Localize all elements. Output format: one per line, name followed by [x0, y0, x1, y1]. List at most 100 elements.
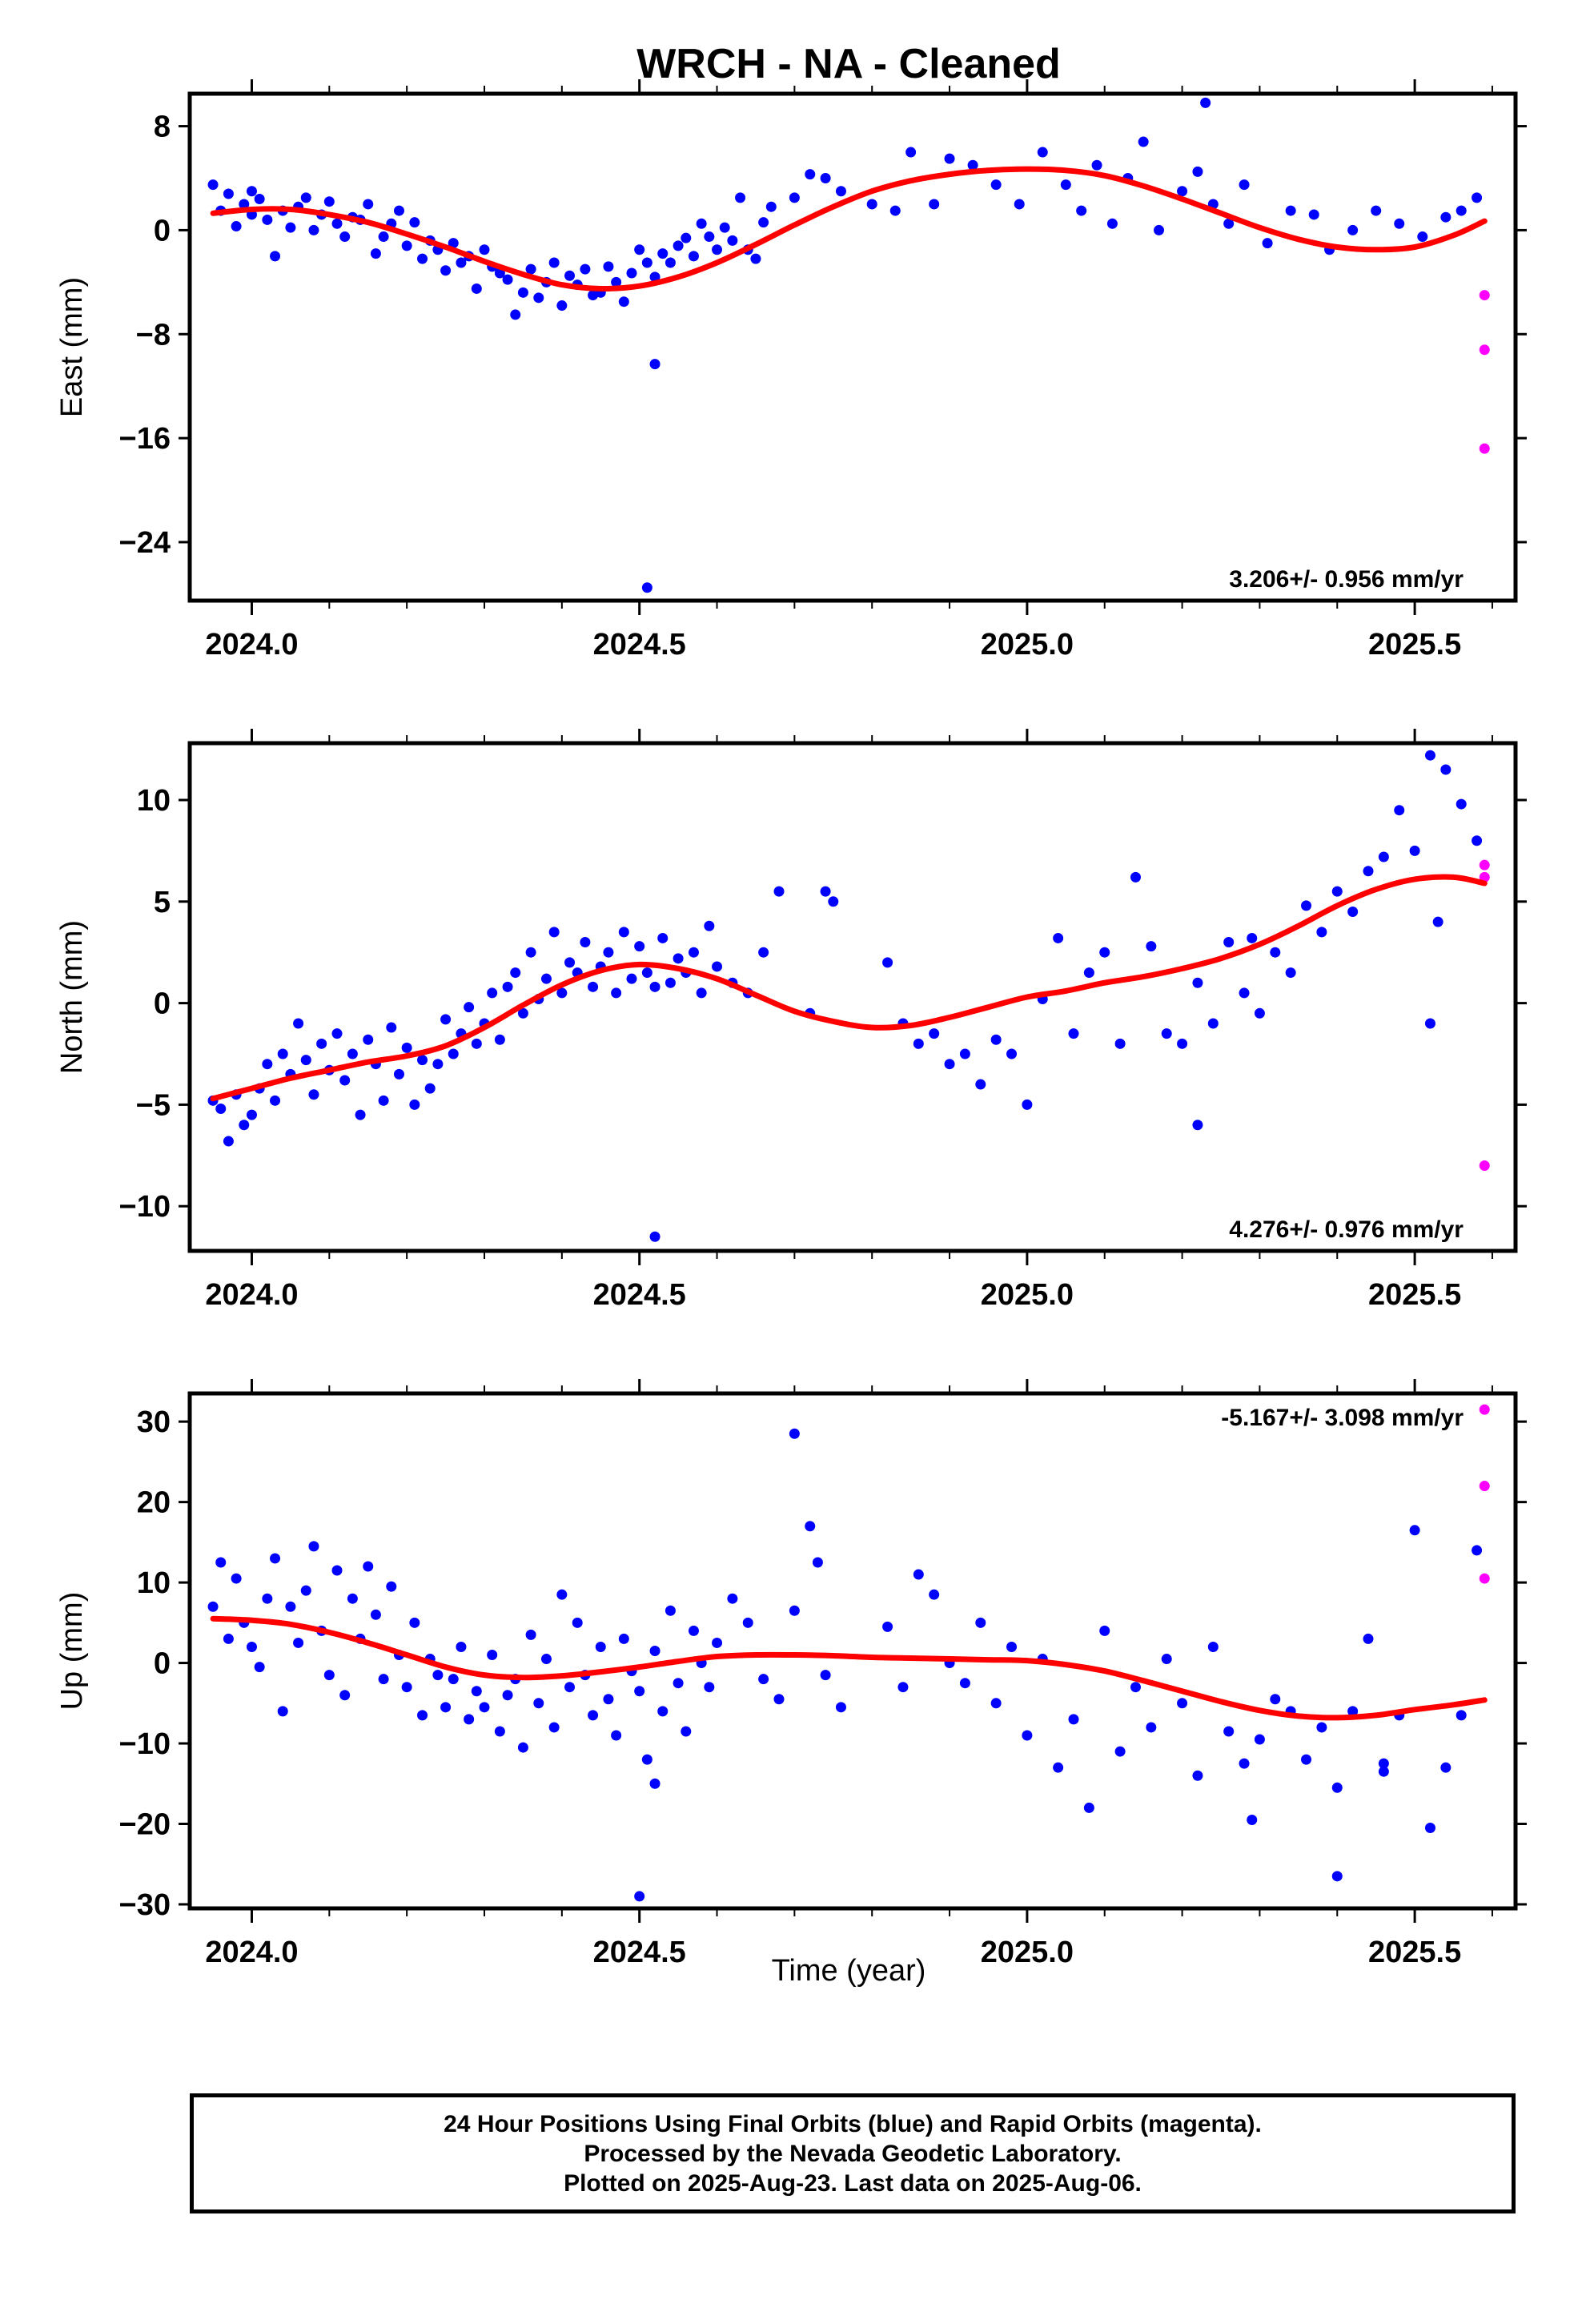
final-orbit-point	[1378, 1758, 1389, 1769]
final-orbit-point	[990, 179, 1002, 191]
final-orbit-point	[1378, 851, 1389, 862]
final-orbit-point	[611, 1730, 622, 1741]
final-orbit-point	[967, 159, 978, 171]
final-orbit-point	[688, 947, 699, 958]
x-tick-label: 2024.0	[205, 628, 298, 661]
final-orbit-point	[1154, 224, 1165, 235]
y-tick-label: 20	[137, 1486, 171, 1520]
final-orbit-point	[1316, 927, 1327, 938]
final-orbit-point	[618, 296, 629, 308]
x-tick-label: 2025.0	[981, 628, 1074, 661]
final-orbit-point	[401, 240, 412, 251]
final-orbit-point	[758, 217, 769, 228]
x-tick-label: 2024.0	[205, 1278, 298, 1312]
final-orbit-point	[929, 1589, 940, 1600]
final-orbit-point	[502, 1690, 513, 1701]
final-orbit-point	[1285, 205, 1296, 216]
rapid-orbit-point	[1479, 1481, 1490, 1492]
final-orbit-point	[1285, 967, 1296, 979]
final-orbit-point	[308, 1089, 319, 1100]
final-orbit-point	[641, 257, 652, 268]
final-orbit-point	[556, 987, 568, 999]
y-tick-label: 8	[154, 111, 171, 144]
final-orbit-point	[262, 214, 273, 225]
y-tick-label: −30	[119, 1888, 171, 1922]
final-orbit-point	[1106, 218, 1118, 229]
final-orbit-point	[618, 927, 629, 938]
final-orbit-point	[572, 1617, 583, 1628]
y-tick-label: −16	[119, 422, 171, 456]
panels: 8 0 −8 −16 −24 2024.0 2024.5 2025.0 2025.5 East (…	[55, 79, 1527, 1969]
y-tick-label: 0	[154, 214, 171, 247]
final-orbit-point	[231, 221, 242, 232]
final-orbit-point	[207, 1601, 219, 1612]
final-orbit-point	[835, 186, 846, 197]
final-orbit-point	[432, 1059, 444, 1070]
final-orbit-point	[1417, 231, 1428, 243]
y-tick-label: −24	[119, 526, 171, 560]
final-orbit-point	[1378, 1766, 1389, 1777]
final-orbit-point	[339, 1075, 351, 1086]
y-tick-label: 10	[137, 784, 171, 818]
final-orbit-point	[471, 1038, 482, 1049]
final-orbit-point	[657, 932, 669, 943]
final-orbit-point	[1207, 1018, 1219, 1029]
final-orbit-point	[595, 1641, 606, 1652]
final-orbit-point	[634, 1686, 645, 1697]
final-orbit-point	[1239, 987, 1250, 999]
rapid-orbit-point	[1479, 443, 1490, 454]
final-orbit-point	[696, 987, 707, 999]
final-orbit-point	[1223, 1726, 1235, 1737]
final-orbit-point	[1192, 1120, 1203, 1131]
fit-curve-north	[210, 874, 1488, 1102]
final-orbit-point	[1022, 1730, 1033, 1741]
final-orbit-point	[293, 1637, 304, 1648]
final-orbit-point	[1301, 900, 1312, 911]
final-orbit-point	[866, 199, 877, 210]
data-east	[207, 97, 1490, 593]
fit-curve-east	[210, 166, 1488, 292]
final-orbit-point	[323, 196, 335, 207]
final-orbit-point	[1432, 916, 1443, 927]
final-orbit-point	[727, 1593, 738, 1604]
final-orbit-point	[1456, 205, 1467, 216]
final-orbit-point	[246, 186, 257, 197]
final-orbit-point	[704, 231, 715, 243]
x-axis-label: Time (year)	[772, 1954, 926, 1988]
final-orbit-point	[1440, 211, 1452, 223]
data-up	[207, 1404, 1490, 1902]
y-tick-label: −10	[119, 1190, 171, 1224]
final-orbit-point	[1207, 1641, 1219, 1652]
panel-up: 30 20 10 0 −10 −20 −30 2024.0 2024.5 2025.0 2025.5…	[55, 1379, 1527, 1969]
final-orbit-point	[1440, 764, 1452, 775]
x-tick-label: 2024.5	[593, 628, 686, 661]
final-orbit-point	[533, 292, 544, 304]
final-orbit-point	[704, 920, 715, 931]
final-orbit-point	[1146, 941, 1157, 952]
final-orbit-point	[704, 1682, 715, 1693]
final-orbit-point	[665, 977, 676, 988]
final-orbit-point	[262, 1059, 273, 1070]
x-tick-label: 2025.0	[981, 1278, 1074, 1312]
final-orbit-point	[742, 1617, 753, 1628]
final-orbit-point	[1270, 947, 1281, 958]
final-orbit-point	[805, 1521, 816, 1532]
final-orbit-point	[1247, 932, 1258, 943]
final-orbit-point	[1161, 1654, 1172, 1665]
final-orbit-point	[525, 947, 536, 958]
final-orbit-point	[758, 1674, 769, 1685]
final-orbit-point	[409, 217, 420, 228]
final-orbit-point	[1316, 1722, 1327, 1733]
caption-line-1: 24 Hour Positions Using Final Orbits (bl…	[444, 2110, 1262, 2137]
final-orbit-point	[285, 1601, 296, 1612]
final-orbit-point	[1146, 1722, 1157, 1733]
final-orbit-point	[882, 1621, 893, 1632]
final-orbit-point	[378, 1674, 389, 1685]
final-orbit-point	[719, 222, 730, 233]
final-orbit-point	[525, 1629, 536, 1640]
final-orbit-point	[448, 1048, 459, 1059]
final-orbit-point	[556, 1589, 568, 1600]
final-orbit-point	[805, 169, 816, 180]
final-orbit-point	[959, 1678, 970, 1689]
final-orbit-point	[1083, 1802, 1094, 1813]
